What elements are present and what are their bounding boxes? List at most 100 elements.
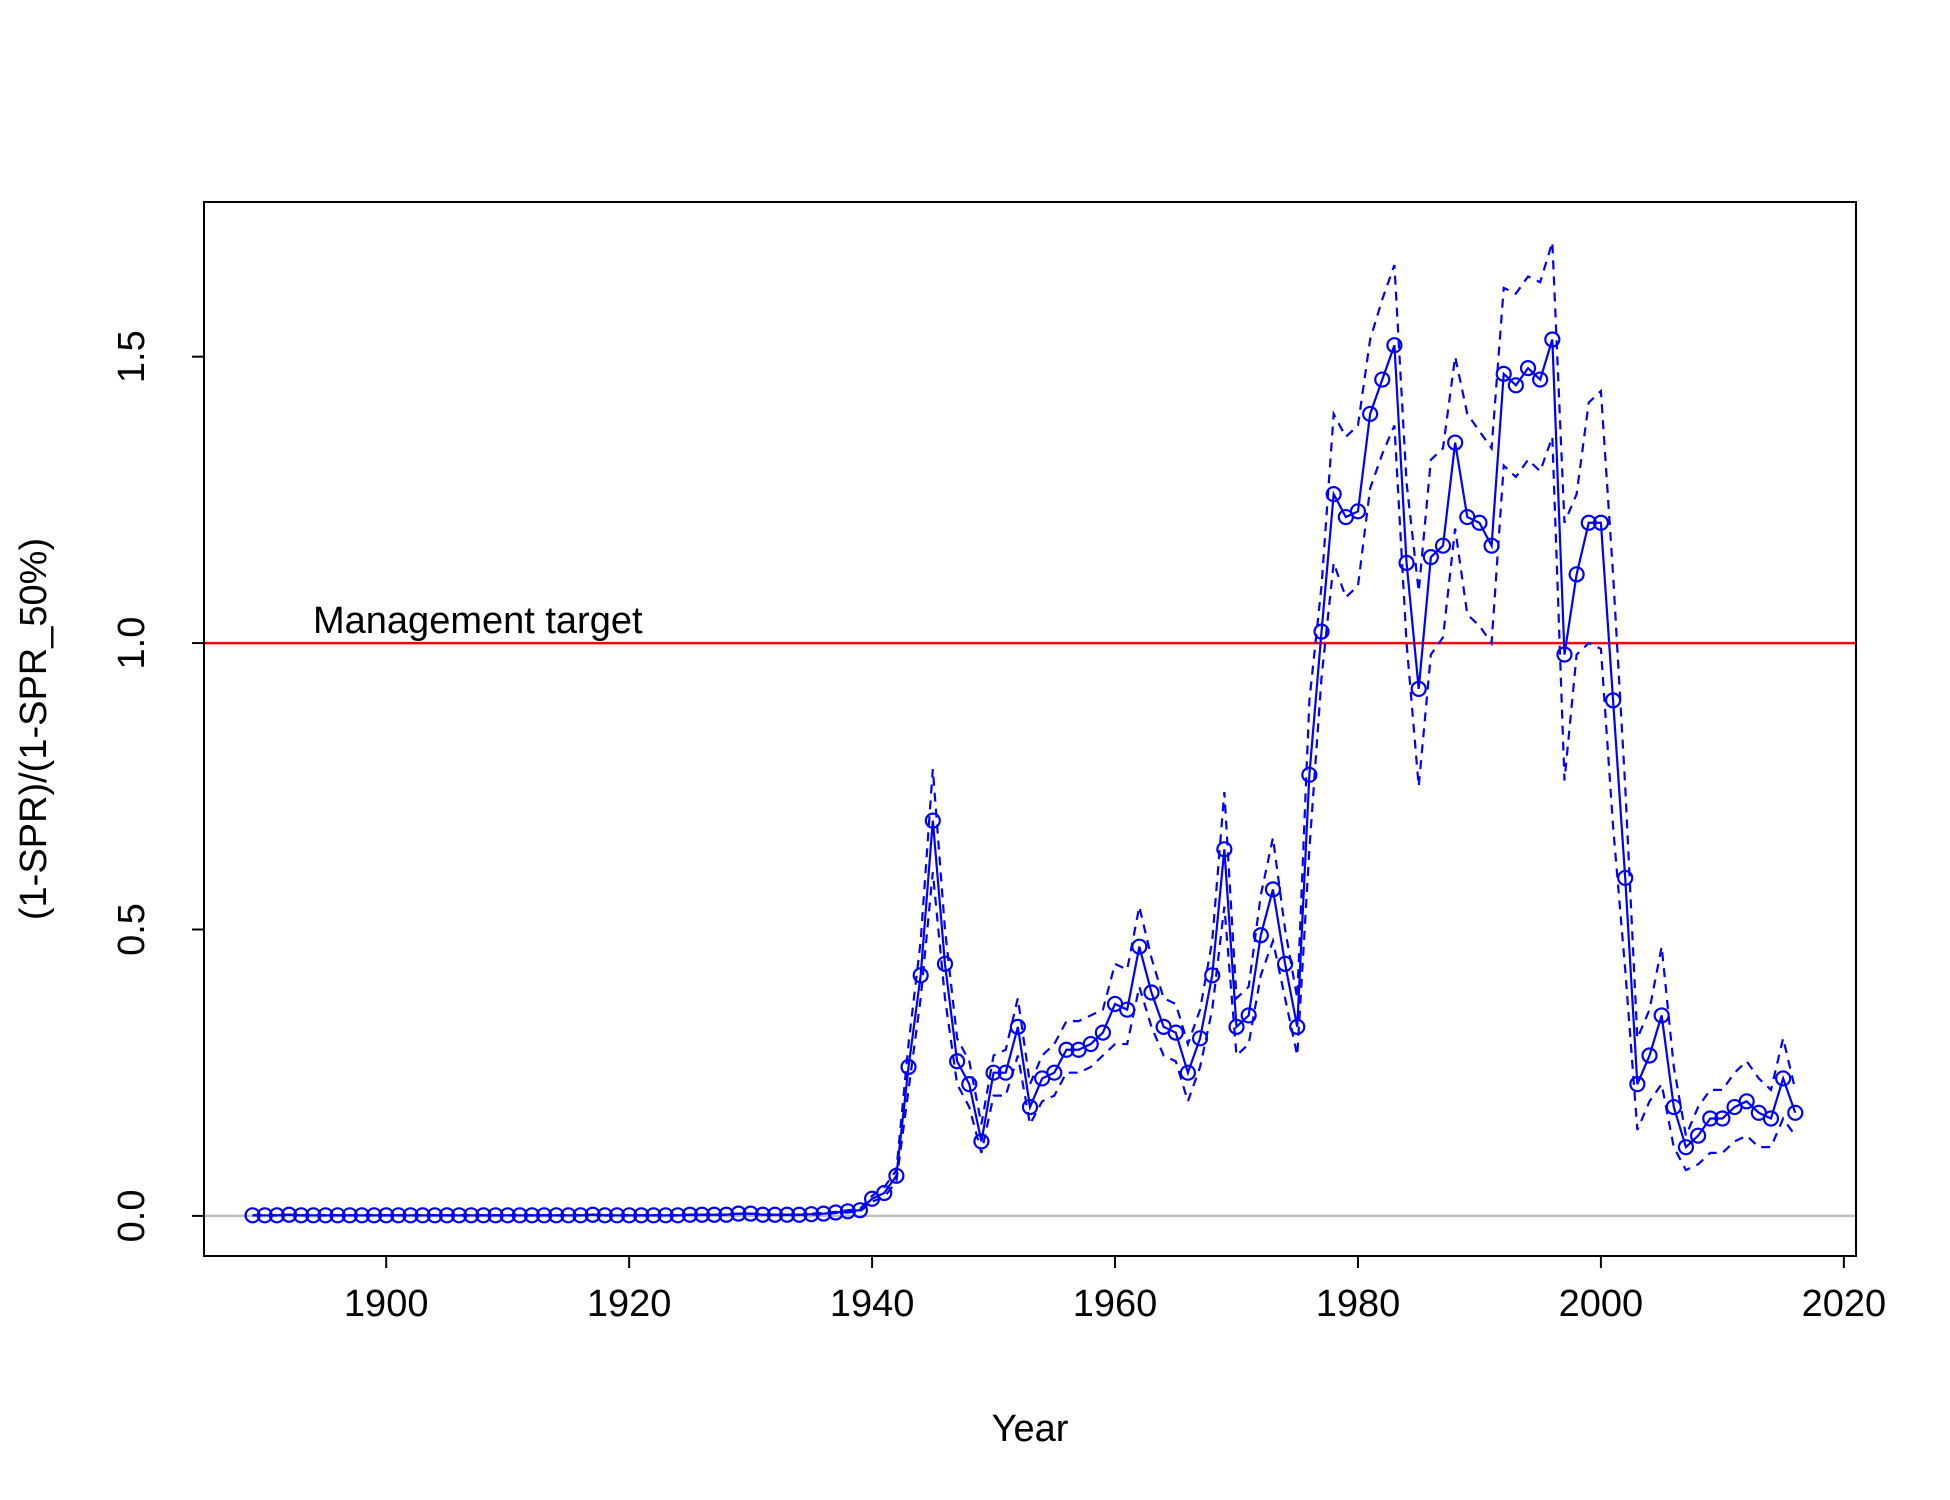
data-point	[888, 1167, 905, 1184]
data-point	[1738, 1093, 1755, 1110]
data-point	[1167, 1024, 1184, 1041]
data-point	[912, 967, 929, 984]
data-point	[244, 1207, 261, 1224]
data-point	[949, 1053, 966, 1070]
data-point	[1119, 1001, 1136, 1018]
x-axis: 1900 1920 1940 1960 1980 2000 2020	[344, 1255, 1887, 1325]
data-point	[900, 1058, 917, 1076]
data-point	[1544, 331, 1561, 348]
data-point	[693, 1206, 711, 1223]
series-line-lower-bound	[252, 424, 1797, 1217]
data-point	[414, 1207, 431, 1224]
data-point	[1714, 1110, 1731, 1127]
data-point	[778, 1206, 796, 1223]
data-point	[1301, 766, 1318, 783]
data-point	[1021, 1098, 1039, 1116]
data-point	[1617, 869, 1634, 887]
data-point	[1228, 1018, 1245, 1035]
data-point	[293, 1207, 310, 1224]
data-point	[645, 1207, 662, 1224]
data-point	[378, 1207, 395, 1224]
data-point	[1264, 881, 1282, 898]
data-point	[1386, 337, 1403, 354]
data-point	[681, 1206, 698, 1223]
data-point	[851, 1202, 869, 1219]
data-point	[450, 1207, 468, 1224]
data-point	[584, 1206, 601, 1223]
data-point	[1775, 1070, 1792, 1087]
x-tick-label: 2000	[1559, 1283, 1644, 1325]
data-point	[341, 1207, 358, 1224]
data-point	[317, 1207, 334, 1224]
data-point	[608, 1207, 626, 1224]
data-point	[815, 1205, 832, 1222]
data-point	[596, 1207, 613, 1224]
data-point	[305, 1207, 322, 1224]
data-point	[475, 1207, 492, 1224]
data-point	[1568, 566, 1585, 583]
points-layer	[244, 331, 1804, 1224]
data-point	[1204, 967, 1221, 984]
data-point	[548, 1207, 565, 1224]
x-tick-label: 1920	[587, 1283, 672, 1325]
data-point	[365, 1207, 383, 1224]
y-axis: 0.0 0.5 1.0 1.5	[111, 330, 205, 1242]
data-point	[1313, 623, 1330, 640]
data-point	[766, 1206, 784, 1223]
data-point	[669, 1207, 686, 1224]
data-point	[329, 1207, 346, 1224]
data-point	[1677, 1139, 1695, 1156]
data-point	[1216, 841, 1233, 858]
data-point	[438, 1207, 456, 1224]
x-tick-label: 1980	[1316, 1283, 1401, 1325]
y-tick-label: 1.0	[111, 617, 153, 670]
data-point	[1009, 1018, 1026, 1035]
data-point	[560, 1207, 577, 1224]
x-axis-label: Year	[992, 1408, 1069, 1450]
y-tick-label: 0.5	[111, 903, 153, 956]
data-point	[1058, 1041, 1075, 1058]
data-point	[876, 1184, 893, 1202]
data-point	[730, 1205, 747, 1222]
y-tick-label: 1.5	[111, 330, 153, 383]
x-tick-label: 1940	[830, 1283, 915, 1325]
data-point	[1532, 371, 1549, 388]
data-point	[487, 1207, 504, 1224]
data-point	[523, 1207, 541, 1224]
data-point	[1362, 405, 1379, 423]
data-point	[1604, 692, 1622, 709]
data-point	[1240, 1007, 1257, 1024]
data-point	[511, 1207, 528, 1224]
data-point	[280, 1206, 298, 1223]
series-layer	[252, 241, 1797, 1217]
x-tick-label: 2020	[1802, 1283, 1887, 1325]
data-point	[1483, 537, 1500, 554]
data-point	[1374, 371, 1391, 388]
data-point	[985, 1064, 1002, 1081]
data-point	[1276, 955, 1294, 972]
data-point	[1447, 434, 1464, 451]
data-point	[1143, 984, 1160, 1001]
data-point	[1410, 680, 1427, 698]
x-tick-label: 1900	[344, 1283, 429, 1325]
data-point	[402, 1207, 419, 1224]
data-point	[426, 1207, 443, 1224]
data-point	[463, 1207, 480, 1224]
data-point	[1252, 927, 1269, 944]
data-point	[706, 1206, 723, 1223]
data-point	[621, 1207, 638, 1224]
data-point	[1422, 549, 1439, 566]
data-point	[742, 1205, 759, 1222]
data-point	[973, 1133, 990, 1150]
data-point	[1653, 1007, 1670, 1024]
data-point	[536, 1207, 553, 1224]
data-point	[1046, 1064, 1063, 1081]
data-point	[657, 1207, 674, 1224]
data-point	[1556, 646, 1573, 663]
data-point	[1398, 554, 1415, 571]
data-point	[839, 1203, 856, 1220]
data-point	[1179, 1064, 1197, 1081]
data-point	[1495, 365, 1512, 382]
